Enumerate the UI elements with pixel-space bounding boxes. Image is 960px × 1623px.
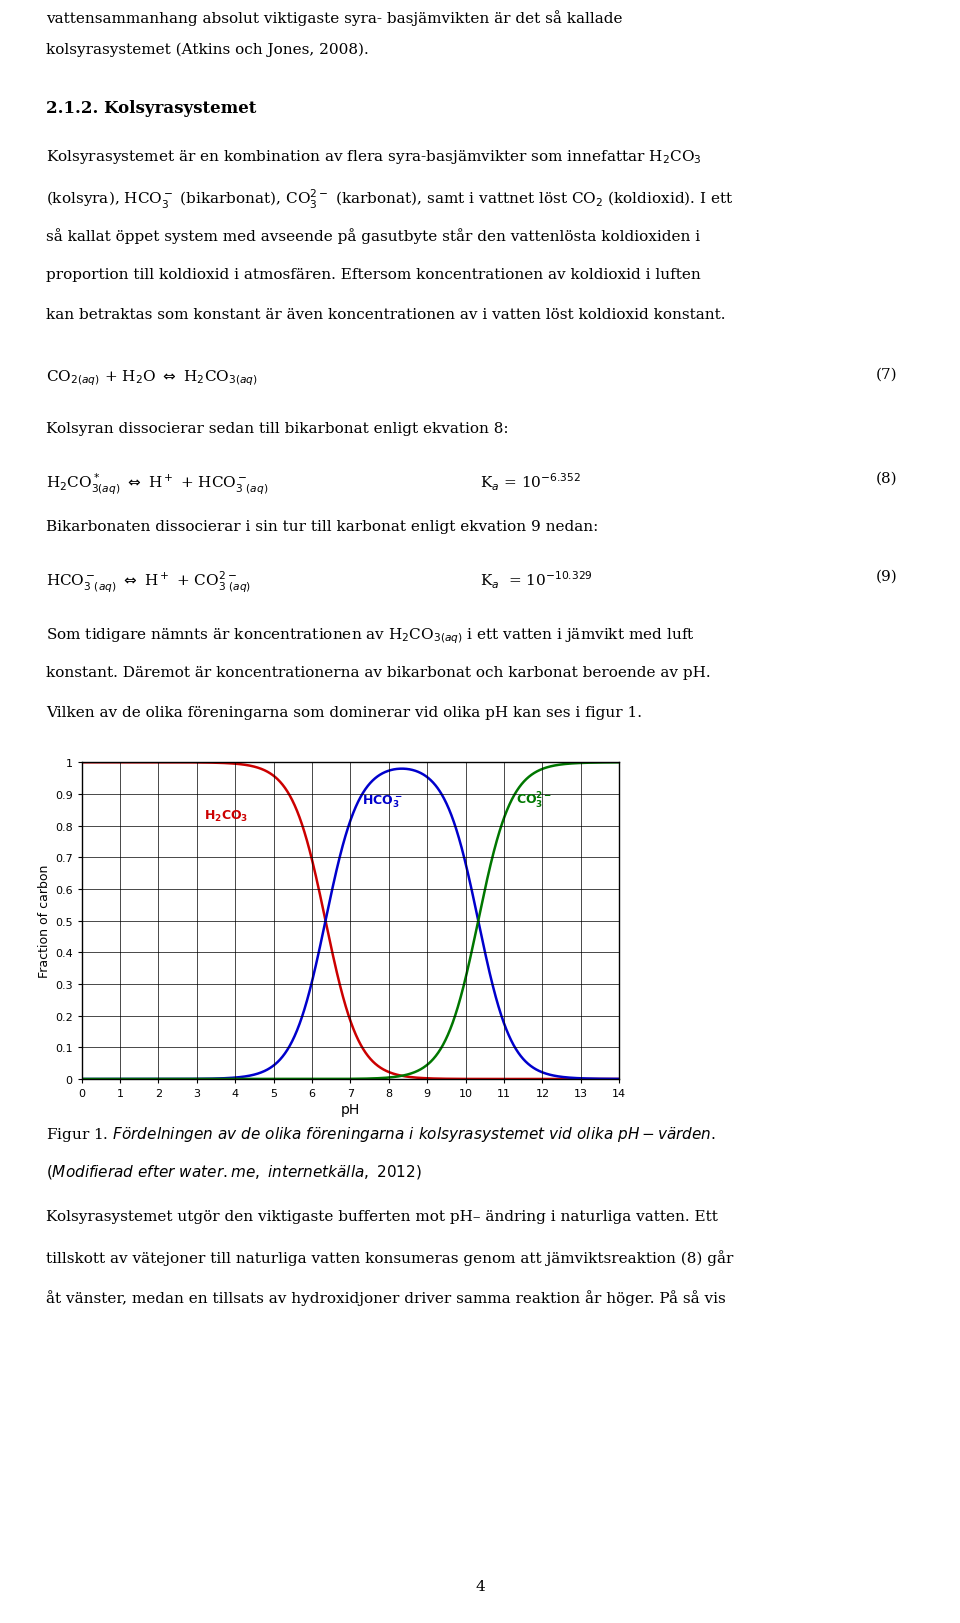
Y-axis label: Fraction of carbon: Fraction of carbon	[37, 865, 51, 977]
Text: tillskott av vätejoner till naturliga vatten konsumeras genom att jämviktsreakti: tillskott av vätejoner till naturliga va…	[46, 1250, 733, 1264]
Text: konstant. Däremot är koncentrationerna av bikarbonat och karbonat beroende av pH: konstant. Däremot är koncentrationerna a…	[46, 665, 710, 680]
Text: kolsyrasystemet (Atkins och Jones, 2008).: kolsyrasystemet (Atkins och Jones, 2008)…	[46, 42, 369, 57]
Text: H$_2$CO$_{3(aq)}^*$ $\Leftrightarrow$ H$^+$ + HCO$_{3\ (aq)}^-$: H$_2$CO$_{3(aq)}^*$ $\Leftrightarrow$ H$…	[46, 472, 269, 497]
X-axis label: pH: pH	[341, 1102, 360, 1117]
Text: proportion till koldioxid i atmosfären. Eftersom koncentrationen av koldioxid i : proportion till koldioxid i atmosfären. …	[46, 268, 701, 282]
Text: (7): (7)	[876, 368, 898, 381]
Text: $\mathbf{HCO_3^-}$: $\mathbf{HCO_3^-}$	[362, 794, 402, 810]
Text: $\mathbf{CO_3^{2-}}$: $\mathbf{CO_3^{2-}}$	[516, 790, 552, 810]
Text: Bikarbonaten dissocierar i sin tur till karbonat enligt ekvation 9 nedan:: Bikarbonaten dissocierar i sin tur till …	[46, 519, 598, 534]
Text: Kolsyran dissocierar sedan till bikarbonat enligt ekvation 8:: Kolsyran dissocierar sedan till bikarbon…	[46, 422, 509, 435]
Text: Vilken av de olika föreningarna som dominerar vid olika pH kan ses i figur 1.: Vilken av de olika föreningarna som domi…	[46, 706, 642, 719]
Text: Kolsyrasystemet utgör den viktigaste bufferten mot pH– ändring i naturliga vatte: Kolsyrasystemet utgör den viktigaste buf…	[46, 1209, 718, 1224]
Text: Kolsyrasystemet är en kombination av flera syra-basjämvikter som innefattar H$_2: Kolsyrasystemet är en kombination av fle…	[46, 148, 702, 166]
Text: CO$_{2(aq)}$ + H$_2$O $\Leftrightarrow$ H$_2$CO$_{3(aq)}$: CO$_{2(aq)}$ + H$_2$O $\Leftrightarrow$ …	[46, 368, 258, 388]
Text: $\mathbf{H_2CO_3}$: $\mathbf{H_2CO_3}$	[204, 808, 249, 824]
Text: 2.1.2. Kolsyrasystemet: 2.1.2. Kolsyrasystemet	[46, 101, 256, 117]
Text: så kallat öppet system med avseende på gasutbyte står den vattenlösta koldioxide: så kallat öppet system med avseende på g…	[46, 227, 700, 243]
Text: vattensammanhang absolut viktigaste syra- basjämvikten är det så kallade: vattensammanhang absolut viktigaste syra…	[46, 10, 623, 26]
Text: 4: 4	[475, 1579, 485, 1594]
Text: K$_a$ = 10$^{-6.352}$: K$_a$ = 10$^{-6.352}$	[480, 472, 581, 493]
Text: HCO$_{3\ (aq)}^-$ $\Leftrightarrow$ H$^+$ + CO$_{3\ (aq)}^{2-}$: HCO$_{3\ (aq)}^-$ $\Leftrightarrow$ H$^+…	[46, 570, 252, 594]
Text: åt vänster, medan en tillsats av hydroxidjoner driver samma reaktion år höger. P: åt vänster, medan en tillsats av hydroxi…	[46, 1289, 726, 1305]
Text: (kolsyra), HCO$_3^-$ (bikarbonat), CO$_3^{2-}$ (karbonat), samt i vattnet löst C: (kolsyra), HCO$_3^-$ (bikarbonat), CO$_3…	[46, 188, 733, 211]
Text: Som tidigare nämnts är koncentrationen av H$_2$CO$_{3(aq)}$ i ett vatten i jämvi: Som tidigare nämnts är koncentrationen a…	[46, 625, 695, 646]
Text: Figur 1. $\it{Fördelningen\ av\ de\ olika\ föreningarna\ i\ kolsyrasystemet\ vid: Figur 1. $\it{Fördelningen\ av\ de\ olik…	[46, 1125, 716, 1143]
Text: K$_a$  = 10$^{-10.329}$: K$_a$ = 10$^{-10.329}$	[480, 570, 592, 591]
Text: kan betraktas som konstant är även koncentrationen av i vatten löst koldioxid ko: kan betraktas som konstant är även konce…	[46, 308, 726, 321]
Text: (8): (8)	[876, 472, 898, 485]
Text: (9): (9)	[876, 570, 898, 584]
Text: $\it{(Modifierad\ efter\ water.me,\ internetkälla,\ 2012)}$: $\it{(Modifierad\ efter\ water.me,\ inte…	[46, 1162, 422, 1180]
